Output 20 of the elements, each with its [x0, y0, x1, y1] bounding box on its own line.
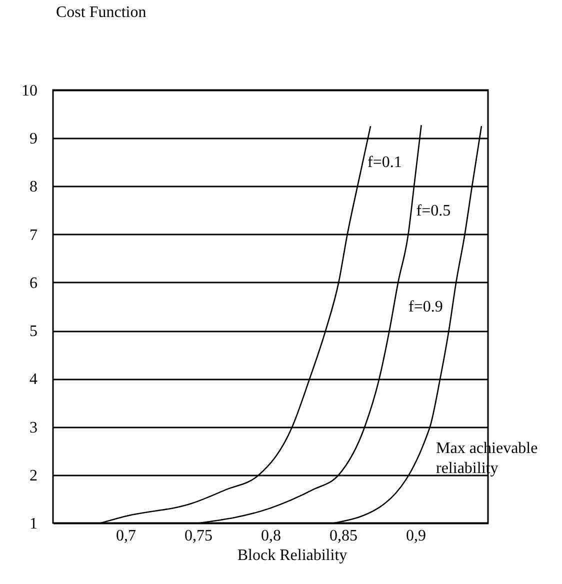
- x-tick-label: 0,85: [330, 528, 358, 544]
- x-tick-label: 0,75: [184, 528, 212, 544]
- y-tick-label: 2: [30, 467, 38, 484]
- y-tick-label: 10: [22, 82, 38, 100]
- y-axis-title: Cost Function: [56, 4, 146, 21]
- series-label: f=0.5: [416, 202, 451, 220]
- x-axis-title: Block Reliability: [237, 547, 348, 564]
- y-tick-label: 5: [30, 323, 38, 340]
- y-tick-label: 4: [30, 371, 38, 388]
- x-tick-label: 0,8: [261, 528, 281, 544]
- x-tick-label: 0,7: [116, 528, 136, 544]
- series-label: f=0.9: [408, 298, 443, 316]
- y-tick-label: 7: [30, 226, 38, 244]
- y-tick-label: 8: [30, 178, 38, 196]
- x-tick-label: 0,9: [406, 528, 426, 544]
- series-label: f=0.1: [368, 154, 402, 172]
- y-tick-label: 3: [30, 419, 38, 436]
- y-tick-label: 9: [30, 130, 38, 148]
- y-tick-label: 1: [30, 516, 38, 532]
- y-tick-label: 6: [30, 274, 38, 292]
